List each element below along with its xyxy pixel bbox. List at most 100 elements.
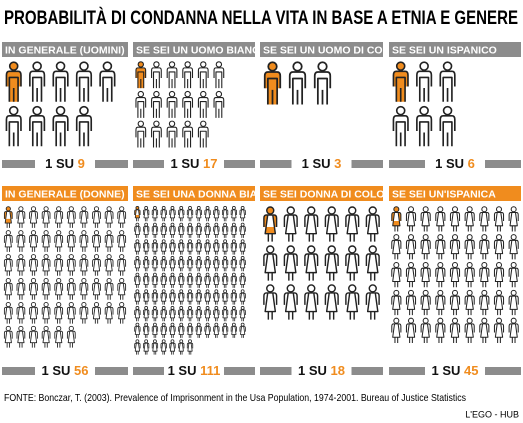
icon-body xyxy=(405,267,417,288)
icon-body xyxy=(151,326,159,338)
icon-head xyxy=(223,222,227,227)
person-icon xyxy=(29,278,38,300)
person-icon xyxy=(178,222,185,238)
icon-head xyxy=(451,234,459,241)
icon-head xyxy=(214,222,219,227)
icon-head xyxy=(43,230,49,236)
person-icon xyxy=(324,284,339,320)
icon-head xyxy=(135,272,140,277)
icon-head xyxy=(68,230,74,236)
icon-head xyxy=(196,272,201,277)
icon-head xyxy=(466,206,473,213)
ratio-text: 1 SU 17 xyxy=(171,156,218,171)
icon-body xyxy=(221,326,229,338)
icon-body xyxy=(182,67,194,89)
icon-head xyxy=(200,120,207,127)
person-icon xyxy=(3,206,13,228)
person-icon xyxy=(151,272,159,288)
icon-body xyxy=(213,67,225,89)
icon-head xyxy=(481,317,488,324)
person-icon xyxy=(41,230,51,252)
icon-head xyxy=(196,322,201,327)
icon-body xyxy=(79,235,89,252)
icon-body xyxy=(204,226,211,238)
icon-body xyxy=(178,209,185,222)
person-icon xyxy=(178,272,185,288)
icon-body xyxy=(221,309,229,322)
icon-head xyxy=(317,61,328,72)
icon-body xyxy=(239,326,246,338)
icon-head xyxy=(188,222,192,227)
icon-body xyxy=(160,309,167,322)
icon-body xyxy=(66,282,76,300)
icon-head xyxy=(18,325,24,332)
icon-body xyxy=(449,211,461,232)
icon-body xyxy=(449,323,461,343)
person-icon xyxy=(186,339,194,355)
person-icon xyxy=(134,256,141,272)
icon-head xyxy=(231,322,236,327)
ratio-prefix: 1 SU xyxy=(168,363,197,378)
panel-label: IN GENERALE (DONNE) xyxy=(5,188,125,200)
person-icon xyxy=(230,206,237,222)
icon-body xyxy=(239,276,246,288)
person-icon xyxy=(449,206,461,232)
icon-head xyxy=(179,222,184,227)
person-icon xyxy=(239,306,246,322)
icon-head xyxy=(240,256,245,260)
person-icon xyxy=(79,301,89,324)
icon-body xyxy=(3,306,13,324)
icon-body xyxy=(263,71,282,105)
icon-head xyxy=(184,61,191,68)
icon-head xyxy=(68,301,74,308)
icon-body xyxy=(213,209,220,222)
icon-body xyxy=(239,292,246,305)
icon-head xyxy=(215,61,223,68)
icon-body xyxy=(197,67,209,89)
icon-body xyxy=(151,67,162,89)
person-icon xyxy=(169,289,176,305)
icon-head xyxy=(144,306,149,310)
icon-head xyxy=(442,105,453,116)
person-icon xyxy=(230,272,237,288)
icon-body xyxy=(405,295,417,316)
icon-head xyxy=(30,278,37,284)
icon-body xyxy=(204,276,211,288)
icon-body xyxy=(151,96,162,118)
icon-body xyxy=(435,239,446,260)
icon-body xyxy=(169,309,176,322)
icon-body xyxy=(304,214,319,242)
person-icon xyxy=(134,289,141,305)
icon-body xyxy=(135,96,147,118)
person-icon xyxy=(143,289,150,305)
icon-head xyxy=(205,206,210,210)
icon-head xyxy=(231,306,236,310)
person-icon xyxy=(134,272,141,288)
icon-head xyxy=(93,230,100,236)
icon-head xyxy=(161,222,166,227)
person-icon xyxy=(479,261,490,288)
icon-head xyxy=(135,322,140,327)
person-icon xyxy=(449,261,461,288)
person-icon xyxy=(508,261,519,288)
icon-head xyxy=(144,256,149,260)
panel-label: SE SEI UN ISPANICO xyxy=(392,44,497,56)
person-icon xyxy=(213,306,220,322)
icon-body xyxy=(493,211,505,232)
icon-body xyxy=(143,276,150,288)
icon-head xyxy=(215,90,223,98)
person-icon xyxy=(204,239,211,255)
icon-head xyxy=(240,289,245,294)
icon-body xyxy=(16,306,26,324)
person-icon xyxy=(66,301,76,324)
person-icon xyxy=(5,61,22,102)
icon-head xyxy=(266,245,275,254)
icon-head xyxy=(119,206,125,212)
person-icon xyxy=(221,306,229,322)
person-icon xyxy=(169,256,176,272)
person-icon xyxy=(213,222,220,238)
person-icon xyxy=(160,272,167,288)
icon-head xyxy=(214,289,219,294)
person-icon xyxy=(186,289,194,305)
icon-body xyxy=(151,276,159,288)
